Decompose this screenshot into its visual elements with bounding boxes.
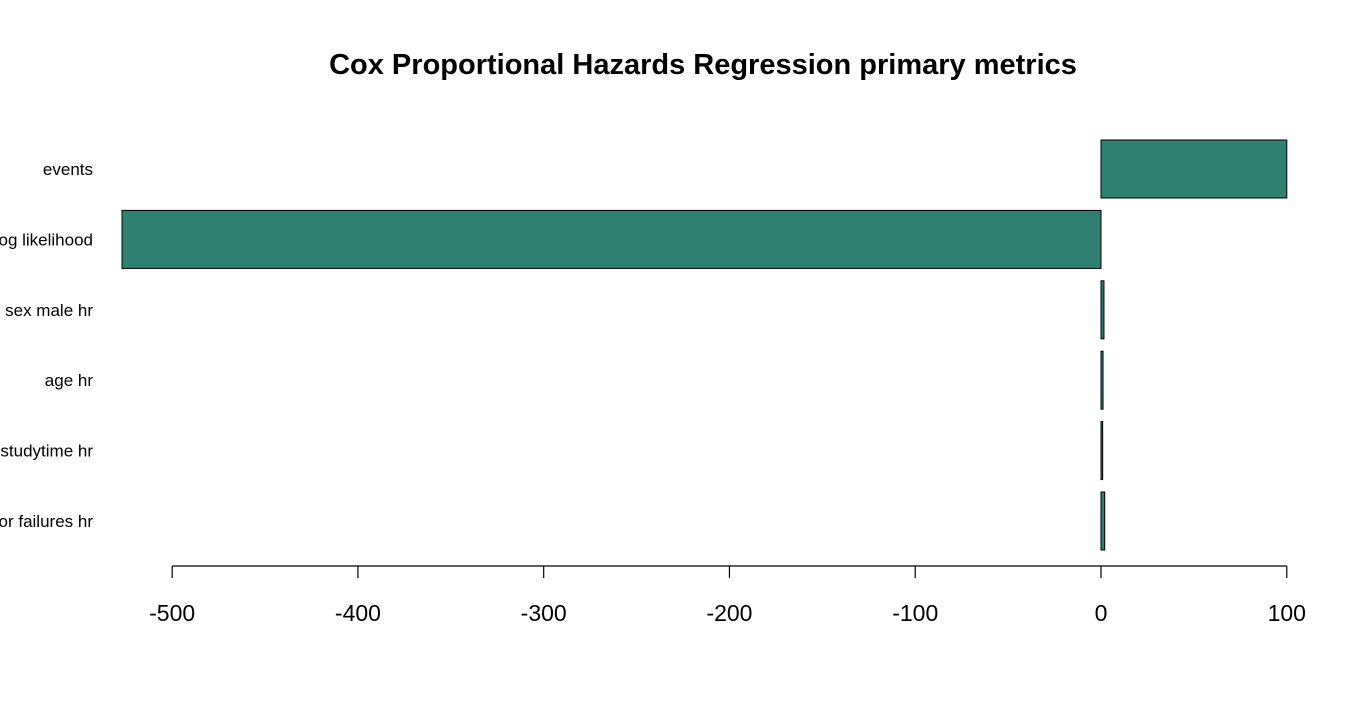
x-tick-label: -300 bbox=[521, 600, 567, 626]
x-tick-label: -400 bbox=[335, 600, 381, 626]
category-label: age hr bbox=[45, 371, 94, 390]
bar-log-likelihood bbox=[121, 209, 1102, 269]
x-tick-label: 0 bbox=[1095, 600, 1108, 626]
x-tick-label: -100 bbox=[892, 600, 938, 626]
category-label: studytime hr bbox=[0, 442, 93, 461]
x-tick-label: -500 bbox=[149, 600, 195, 626]
bar-sex-male-hr bbox=[1100, 280, 1105, 340]
category-label: sex male hr bbox=[5, 301, 93, 320]
x-axis: -500 -400 -300 -200 -100 0 100 bbox=[149, 565, 1306, 626]
category-label: or failures hr bbox=[0, 512, 93, 531]
category-label-group: events og likelihood sex male hr age hr stud… bbox=[0, 160, 93, 531]
x-tick-label: 100 bbox=[1268, 600, 1306, 626]
x-tick-label: -200 bbox=[706, 600, 752, 626]
bar-prior-failures-hr bbox=[1100, 491, 1106, 551]
bar-events bbox=[1100, 139, 1288, 199]
chart-title: Cox Proportional Hazards Regression prim… bbox=[329, 49, 1077, 81]
bar-group bbox=[121, 139, 1288, 551]
bar-age-hr bbox=[1100, 350, 1104, 410]
bar-studytime-hr bbox=[1100, 421, 1104, 481]
category-label: events bbox=[43, 160, 93, 179]
category-label: og likelihood bbox=[0, 230, 93, 249]
